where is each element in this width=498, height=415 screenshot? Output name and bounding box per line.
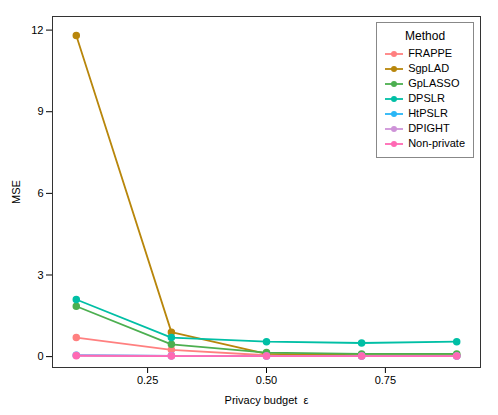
svg-text:3: 3	[37, 269, 43, 281]
svg-text:6: 6	[37, 187, 43, 199]
html-text:SgpLAD: SgpLAD	[408, 62, 450, 74]
svg-text:0.50: 0.50	[256, 374, 277, 386]
html-text:Method: Method	[405, 29, 446, 43]
svg-text:0.75: 0.75	[375, 374, 396, 386]
html-text:DPIGHT: DPIGHT	[408, 122, 450, 134]
svg-text:9: 9	[37, 105, 43, 117]
html-text:GpLASSO: GpLASSO	[408, 77, 460, 89]
html-text:Non-private: Non-private	[408, 137, 465, 149]
html-text:FRAPPE: FRAPPE	[408, 47, 453, 59]
svg-text:0: 0	[37, 350, 43, 362]
html-text:HtPSLR: HtPSLR	[408, 107, 448, 119]
svg-text:MSE: MSE	[10, 180, 22, 204]
svg-text:Privacy budget ε: Privacy budget ε	[225, 394, 309, 406]
svg-text:0.25: 0.25	[137, 374, 158, 386]
html-text:DPSLR: DPSLR	[408, 92, 445, 104]
svg-text:12: 12	[31, 24, 43, 36]
